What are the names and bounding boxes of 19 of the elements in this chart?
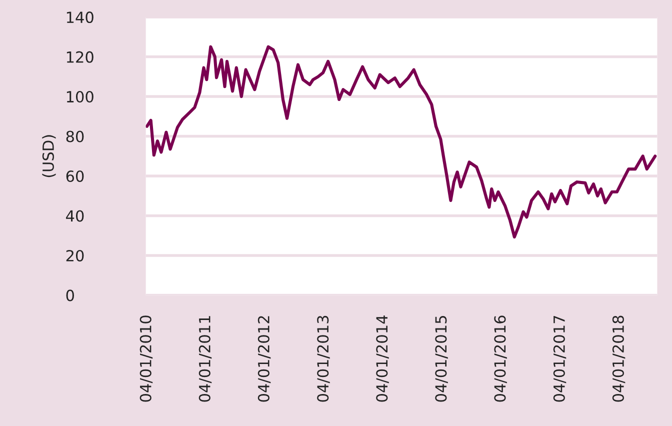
y-tick-label: 40 <box>66 210 84 222</box>
x-tick-label: 04/01/2010 <box>140 316 153 402</box>
x-tick-label: 04/01/2018 <box>612 316 626 402</box>
x-tick-label: 04/01/2015 <box>435 316 448 402</box>
y-tick-label: 60 <box>66 170 84 182</box>
line-series <box>146 45 657 239</box>
y-tick-label: 100 <box>66 90 94 103</box>
x-tick-label: 04/01/2013 <box>317 316 330 402</box>
y-tick-label: 0 <box>66 290 74 302</box>
y-axis-title: (USD) <box>42 135 56 178</box>
x-tick-label: 04/01/2016 <box>494 316 507 402</box>
y-tick-label: 140 <box>66 12 94 24</box>
y-tick-label: 20 <box>66 250 84 262</box>
x-tick-label: 04/01/2017 <box>553 316 566 402</box>
x-tick-label: 04/01/2012 <box>258 316 271 402</box>
x-tick-label: 04/01/2014 <box>376 316 389 402</box>
x-tick-label: 04/01/2011 <box>198 316 212 402</box>
y-tick-label: 80 <box>66 130 84 142</box>
y-tick-label: 120 <box>66 51 94 63</box>
